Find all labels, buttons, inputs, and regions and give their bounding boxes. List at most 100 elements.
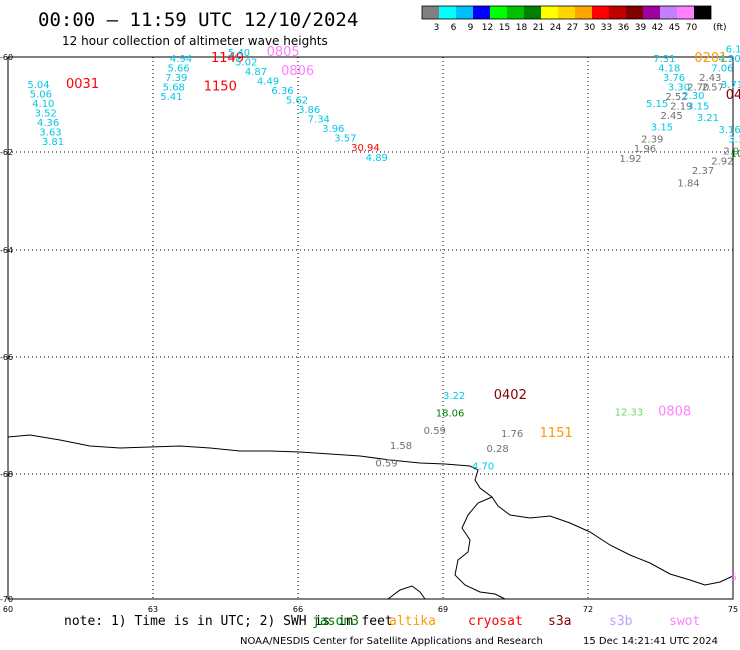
wave-height-value: 2.39 bbox=[641, 135, 663, 146]
legend-unit: (ft) bbox=[713, 23, 727, 33]
lat-label: -62 bbox=[0, 148, 13, 157]
lon-label: 66 bbox=[293, 605, 303, 614]
pass-time-label: 0031 bbox=[66, 77, 99, 92]
wave-height-value: 4.87 bbox=[245, 67, 267, 78]
lon-label: 60 bbox=[3, 605, 13, 614]
satellite-name: swot bbox=[669, 614, 700, 629]
wave-height-value: 3.52 bbox=[35, 108, 57, 119]
pass-time-label: 1149 bbox=[211, 51, 244, 66]
lat-label: -68 bbox=[0, 470, 13, 479]
wave-height-value: 10 bbox=[731, 149, 740, 160]
wave-height-value: 3.96 bbox=[322, 124, 344, 135]
legend-label: 70 bbox=[686, 23, 698, 33]
wave-height-value: 3.16 bbox=[719, 125, 740, 136]
wave-readings: 5.045.064.103.524.363.633.81 0031 4.945.66… bbox=[27, 44, 740, 583]
legend-label: 12 bbox=[482, 23, 493, 33]
footer-credit: NOAA/NESDIS Center for Satellite Applica… bbox=[240, 636, 543, 647]
legend-swatch bbox=[422, 6, 439, 19]
wave-height-value: 4.20 bbox=[719, 54, 740, 65]
pass-time-label: 040 bbox=[726, 88, 740, 103]
wave-height-value: 7.34 bbox=[308, 115, 330, 126]
legend-swatch bbox=[592, 6, 609, 19]
wave-height-value: 4.10 bbox=[32, 99, 54, 110]
satellite-name: jason3 bbox=[312, 614, 359, 629]
lon-label: 72 bbox=[583, 605, 593, 614]
wave-height-value: 3.30 bbox=[668, 82, 690, 93]
wave-height-value: 5 bbox=[731, 572, 737, 583]
wave-height-value: 3.63 bbox=[39, 127, 61, 138]
footer-note: note: 1) Time is in UTC; 2) SWH is in fe… bbox=[64, 614, 393, 629]
wave-height-value: 1.96 bbox=[634, 144, 656, 155]
wave-height-value: 2.30 bbox=[682, 91, 704, 102]
wave-height-value: 6.36 bbox=[271, 86, 293, 97]
pass-time-label: 0805 bbox=[267, 45, 300, 60]
wave-height-value: 3.15 bbox=[687, 101, 709, 112]
wave-height-value: 4.94 bbox=[170, 54, 192, 65]
lon-label: 75 bbox=[728, 605, 738, 614]
wave-height-value: 2.37 bbox=[692, 166, 714, 177]
satellite-name: s3b bbox=[609, 614, 633, 629]
legend-swatch bbox=[456, 6, 473, 19]
wave-height-value: 5.02 bbox=[235, 58, 257, 69]
footer-timestamp: 15 Dec 14:21:41 UTC 2024 bbox=[583, 636, 718, 647]
pass-time-label: 1151 bbox=[540, 426, 573, 441]
wave-height-value: 3.15 bbox=[651, 123, 673, 134]
lat-label: -60 bbox=[0, 53, 13, 62]
wave-height-value: 6.1 bbox=[726, 44, 740, 55]
legend-swatch bbox=[677, 6, 694, 19]
legend-swatch bbox=[609, 6, 626, 19]
wave-height-value: 3.81 bbox=[42, 137, 64, 148]
wave-height-value: 1.84 bbox=[677, 178, 699, 189]
lat-label: -70 bbox=[0, 595, 13, 604]
wave-height-value: 7.06 bbox=[711, 63, 733, 74]
legend-label: 15 bbox=[499, 23, 510, 33]
wave-height-value: 3.86 bbox=[298, 105, 320, 116]
legend-swatch bbox=[575, 6, 592, 19]
legend-swatch bbox=[507, 6, 524, 19]
pass-time-label: 0808 bbox=[658, 405, 691, 420]
legend-swatch bbox=[558, 6, 575, 19]
wave-height-value: 12.33 bbox=[615, 408, 644, 419]
wave-height-value: 5.06 bbox=[30, 89, 52, 100]
pass-time-label: 1150 bbox=[204, 79, 237, 94]
wave-height-value: 3.3 bbox=[728, 135, 740, 146]
map-frame bbox=[7, 56, 734, 600]
legend-label: 33 bbox=[601, 23, 612, 33]
legend-label: 9 bbox=[468, 23, 474, 33]
map-title: 00:00 – 11:59 UTC 12/10/2024 bbox=[38, 9, 358, 31]
lat-label: -64 bbox=[0, 246, 13, 255]
map-subtitle: 12 hour collection of altimeter wave hei… bbox=[62, 34, 328, 48]
wave-height-value: 5.62 bbox=[286, 96, 308, 107]
legend-label: 6 bbox=[451, 23, 457, 33]
wave-height-value: 3.76 bbox=[663, 73, 685, 84]
wave-height-value: 2.92 bbox=[711, 156, 733, 167]
wave-height-value: 0.59 bbox=[375, 458, 397, 469]
wave-height-value: 3.71 bbox=[721, 80, 740, 91]
legend-swatch bbox=[643, 6, 660, 19]
coastline bbox=[7, 434, 734, 600]
lon-label: 63 bbox=[148, 605, 158, 614]
wave-height-value: 4.89 bbox=[366, 153, 388, 164]
wave-height-value: 1.76 bbox=[501, 429, 523, 440]
lat-label: -66 bbox=[0, 353, 13, 362]
wave-height-value: 30.94 bbox=[351, 143, 380, 154]
longitude-labels: 60 63 66 69 72 75 bbox=[3, 605, 738, 614]
pass-time-label: 0201 bbox=[694, 51, 727, 66]
wave-height-value: 2.57 bbox=[702, 82, 724, 93]
wave-height-value: 5.66 bbox=[168, 63, 190, 74]
wave-height-value: 0.28 bbox=[487, 444, 509, 455]
wave-height-value: 2.95 bbox=[723, 146, 740, 157]
legend-swatch bbox=[660, 6, 677, 19]
wave-height-value: 2.70 bbox=[687, 82, 709, 93]
legend-label: 24 bbox=[550, 23, 562, 33]
wave-height-value: 3.21 bbox=[697, 113, 719, 124]
wave-height-value: 2.19 bbox=[670, 101, 692, 112]
satellite-name: cryosat bbox=[468, 614, 523, 629]
legend-swatch bbox=[626, 6, 643, 19]
wave-height-value: 4.49 bbox=[257, 77, 279, 88]
graticule bbox=[8, 57, 733, 599]
wave-height-value: 2.52 bbox=[665, 92, 687, 103]
legend-border bbox=[421, 5, 712, 20]
wave-height-value: 5.41 bbox=[160, 92, 182, 103]
